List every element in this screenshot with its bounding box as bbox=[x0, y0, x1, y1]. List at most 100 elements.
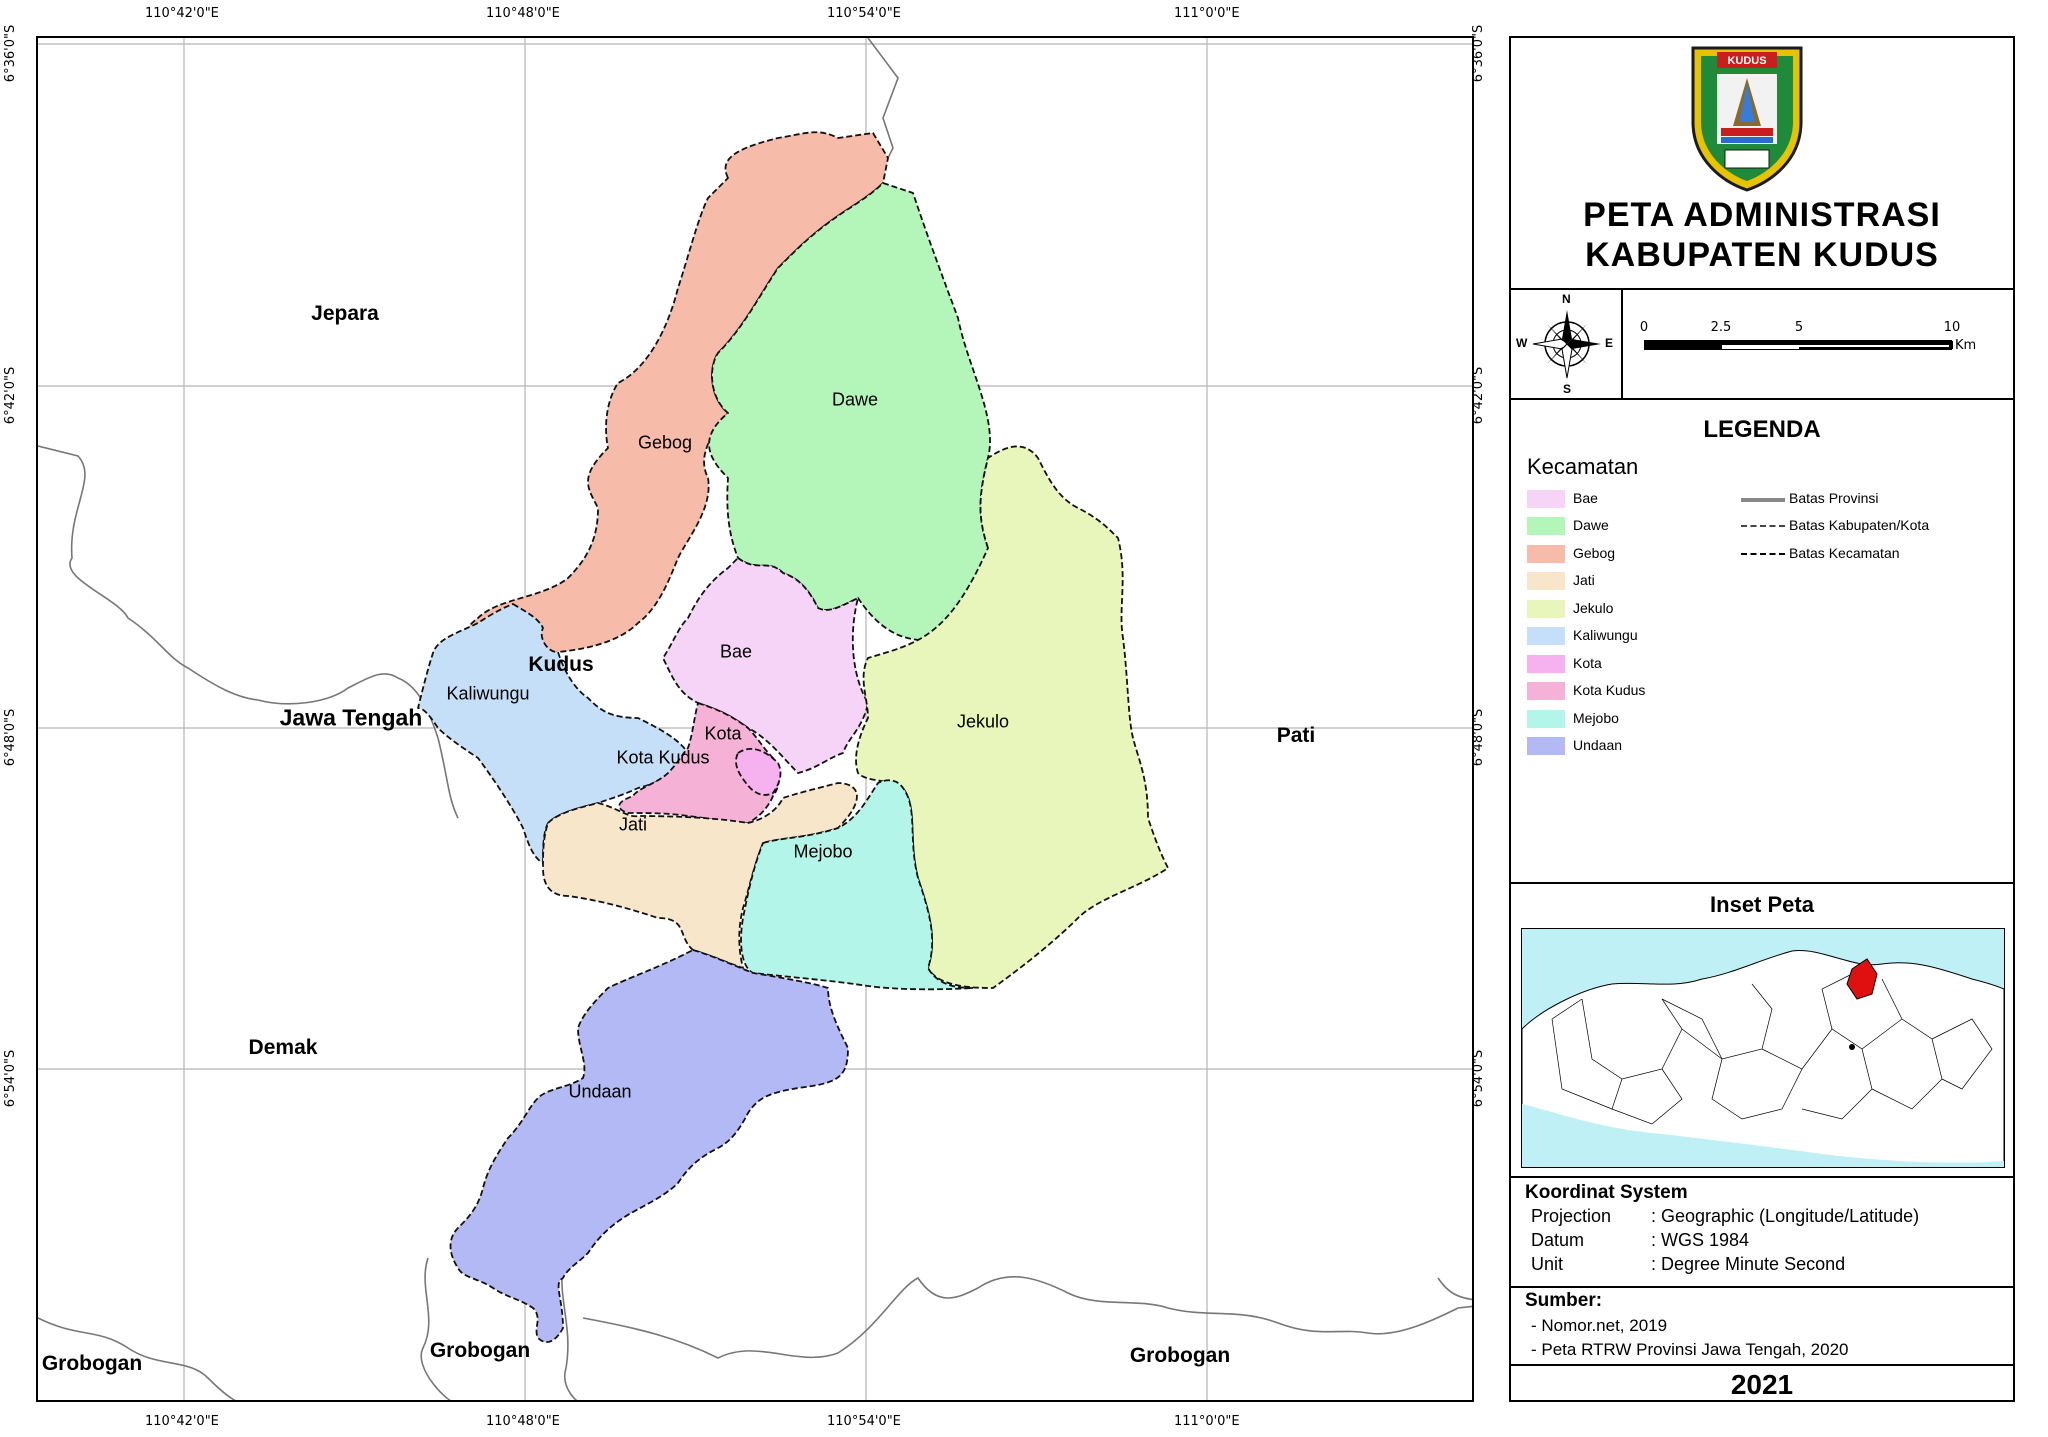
lat-tick-left-1: 6°36'0"S bbox=[3, 24, 19, 83]
legend-label-jati: Jati bbox=[1573, 572, 1595, 588]
legend-swatch-gebog bbox=[1527, 545, 1565, 563]
unit-value: : Degree Minute Second bbox=[1651, 1254, 1846, 1274]
polygon-kaliwungu bbox=[417, 603, 689, 864]
compass-s: S bbox=[1563, 382, 1572, 396]
projection-key: Projection bbox=[1531, 1206, 1612, 1226]
info-divider bbox=[1511, 1286, 2013, 1288]
scale-bar bbox=[1644, 340, 1953, 350]
compass-n: N bbox=[1562, 292, 1571, 306]
coordinate-system-heading: Koordinat System bbox=[1525, 1182, 1688, 1203]
legend-swatch-jekulo bbox=[1527, 600, 1565, 618]
legend-swatch-mejobo bbox=[1527, 710, 1565, 728]
info-section: Koordinat System Projection : Geographic… bbox=[1511, 1178, 2013, 1404]
source-item-1: - Nomor.net, 2019 bbox=[1531, 1316, 1668, 1335]
polygon-jati bbox=[542, 782, 858, 969]
label-gebog: Gebog bbox=[637, 432, 693, 453]
legend-label-undaan: Undaan bbox=[1573, 737, 1623, 753]
lon-tick-3: 110°54'0"E bbox=[827, 6, 901, 21]
legend-label-kaliwungu: Kaliwungu bbox=[1573, 627, 1638, 643]
legend-swatch-kota-kudus bbox=[1527, 682, 1565, 700]
label-undaan: Undaan bbox=[568, 1081, 632, 1102]
region-label-jepara: Jepara bbox=[311, 302, 379, 325]
lat-tick-left-3: 6°48'0"S bbox=[3, 708, 19, 767]
legend-swatch-undaan bbox=[1527, 737, 1565, 755]
compass-w: W bbox=[1516, 336, 1528, 350]
label-kota: Kota bbox=[704, 723, 742, 744]
scale-tick-2-5: 2.5 bbox=[1710, 320, 1732, 335]
line-swatch-provinsi bbox=[1741, 498, 1785, 502]
polygon-mejobo bbox=[740, 779, 974, 991]
kudus-coat-of-arms-logo: KUDUS bbox=[1691, 46, 1803, 192]
legend-title: LEGENDA bbox=[1703, 416, 1821, 443]
lat-tick-left-4: 6°54'0"S bbox=[3, 1049, 19, 1108]
map-frame: 110°42'0"E 110°48'0"E 110°54'0"E 111°0'0… bbox=[36, 36, 1474, 1402]
lon-tick-bottom-3: 110°54'0"E bbox=[827, 1414, 901, 1429]
legend-section: LEGENDA Kecamatan Bae Dawe Gebog Jati Je… bbox=[1511, 400, 2013, 884]
lon-tick-1: 110°42'0"E bbox=[145, 6, 219, 21]
legend-label-dawe: Dawe bbox=[1573, 517, 1609, 533]
north-arrow: N S W E bbox=[1511, 290, 1623, 398]
lat-tick-right-1: 6°36'0"S bbox=[1471, 24, 1487, 83]
scale-unit: Km bbox=[1955, 338, 1977, 353]
label-dawe: Dawe bbox=[831, 389, 879, 410]
lat-tick-right-3: 6°48'0"S bbox=[1471, 708, 1487, 767]
line-swatch-kabupaten bbox=[1741, 525, 1785, 527]
map-year: 2021 bbox=[1730, 1369, 1794, 1400]
lon-tick-4: 111°0'0"E bbox=[1174, 6, 1240, 21]
lon-tick-2: 110°48'0"E bbox=[486, 6, 560, 21]
legend-subtitle: Kecamatan bbox=[1527, 454, 1639, 479]
legend-line-label-provinsi: Batas Provinsi bbox=[1789, 490, 1879, 506]
inset-map bbox=[1521, 928, 2005, 1168]
polygon-kota-kudus bbox=[618, 702, 780, 824]
label-jekulo: Jekulo bbox=[956, 711, 1010, 732]
inset-section: Inset Peta bbox=[1511, 884, 2013, 1178]
scale-section: N S W E 0 2.5 5 10 Km bbox=[1511, 290, 2013, 400]
map-title-line2: KABUPATEN KUDUS bbox=[1585, 236, 1939, 274]
datum-key: Datum bbox=[1531, 1230, 1585, 1250]
unit-key: Unit bbox=[1531, 1254, 1564, 1274]
compass-rose-icon bbox=[1532, 310, 1601, 379]
polygon-kota bbox=[735, 748, 782, 796]
legend-swatch-kota bbox=[1527, 655, 1565, 673]
polygon-jekulo bbox=[855, 445, 1169, 989]
legend-label-gebog: Gebog bbox=[1573, 545, 1616, 561]
legend-label-mejobo: Mejobo bbox=[1573, 710, 1619, 726]
map-title-line1: PETA ADMINISTRASI bbox=[1583, 196, 1941, 234]
polygon-undaan bbox=[449, 949, 849, 1343]
sources-heading: Sumber: bbox=[1525, 1290, 1603, 1311]
legend-line-label-kecamatan: Batas Kecamatan bbox=[1789, 545, 1900, 561]
region-label-grobogan-right: Grobogan bbox=[1129, 1344, 1231, 1367]
lat-tick-right-4: 6°54'0"S bbox=[1471, 1049, 1487, 1108]
legend-swatch-jati bbox=[1527, 572, 1565, 590]
region-label-grobogan-center: Grobogan bbox=[429, 1339, 531, 1362]
year-row: 2021 bbox=[1511, 1364, 2013, 1404]
map-canvas bbox=[38, 38, 1472, 1400]
line-swatch-kecamatan bbox=[1741, 553, 1785, 555]
legend-line-label-kabupaten: Batas Kabupaten/Kota bbox=[1789, 517, 1930, 533]
region-label-demak: Demak bbox=[248, 1036, 318, 1059]
datum-value: : WGS 1984 bbox=[1651, 1230, 1750, 1250]
region-label-pati: Pati bbox=[1276, 724, 1316, 747]
legend-label-kota-kudus: Kota Kudus bbox=[1573, 682, 1646, 698]
legend-label-bae: Bae bbox=[1573, 490, 1598, 506]
lon-tick-bottom-1: 110°42'0"E bbox=[145, 1414, 219, 1429]
label-jati: Jati bbox=[618, 814, 648, 835]
title-section: KUDUS PETA ADMINISTRASI KABUPATEN KUDUS bbox=[1511, 38, 2013, 290]
svg-text:KUDUS: KUDUS bbox=[1727, 55, 1766, 67]
region-label-kudus: Kudus bbox=[528, 653, 594, 676]
scale-tick-0: 0 bbox=[1639, 320, 1649, 335]
legend-label-kota: Kota bbox=[1573, 655, 1602, 671]
legend-label-jekulo: Jekulo bbox=[1573, 600, 1614, 616]
scale-tick-10: 10 bbox=[1943, 320, 1961, 335]
lat-tick-left-2: 6°42'0"S bbox=[3, 366, 19, 425]
kecamatan-polygons bbox=[417, 131, 1169, 1343]
compass-e: E bbox=[1605, 336, 1614, 350]
inset-map-svg bbox=[1522, 950, 2004, 1167]
scale-tick-5: 5 bbox=[1794, 320, 1804, 335]
region-label-jawa-tengah: Jawa Tengah bbox=[279, 704, 423, 731]
lat-tick-right-2: 6°42'0"S bbox=[1471, 366, 1487, 425]
legend-swatch-bae bbox=[1527, 490, 1565, 508]
lon-tick-bottom-2: 110°48'0"E bbox=[486, 1414, 560, 1429]
polygon-bae bbox=[662, 557, 869, 774]
lon-tick-bottom-4: 111°0'0"E bbox=[1174, 1414, 1240, 1429]
